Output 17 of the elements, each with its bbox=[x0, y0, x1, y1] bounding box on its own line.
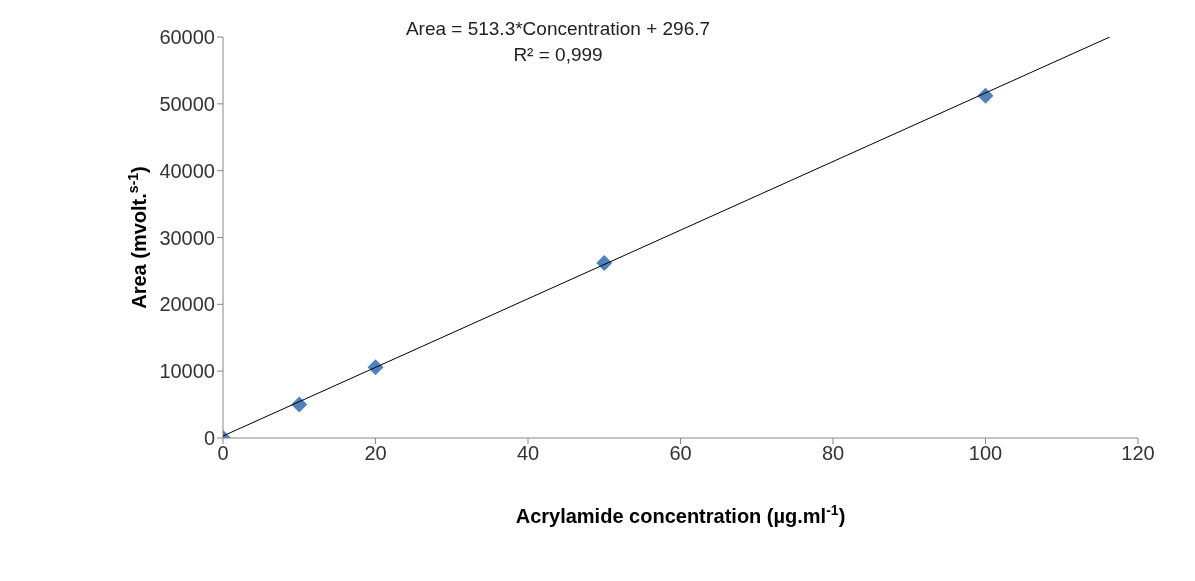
y-tick-label: 10000 bbox=[159, 360, 215, 383]
y-tick-label: 50000 bbox=[159, 92, 215, 115]
x-tick-label: 80 bbox=[821, 442, 845, 465]
annotation: R² = 0,999 bbox=[512, 43, 604, 67]
y-tick-label: 30000 bbox=[159, 226, 215, 249]
y-tick-label: 60000 bbox=[159, 26, 215, 49]
y-tick-label: 40000 bbox=[159, 159, 215, 182]
y-tick-label: 20000 bbox=[159, 293, 215, 316]
x-axis-title: Acrylamide concentration (µg.ml$^{-1}$) bbox=[515, 502, 846, 527]
x-tick-label: 40 bbox=[516, 442, 540, 465]
x-tick-label: 20 bbox=[364, 442, 387, 465]
x-tick-label: 100 bbox=[968, 442, 1003, 465]
annotation: Area = 513.3*Concentration + 296.7 bbox=[404, 17, 712, 41]
x-tick-label: 0 bbox=[217, 442, 229, 465]
x-tick-label: 120 bbox=[1121, 442, 1155, 465]
y-tick-label: 0 bbox=[203, 427, 215, 450]
x-tick-label: 60 bbox=[669, 442, 692, 465]
